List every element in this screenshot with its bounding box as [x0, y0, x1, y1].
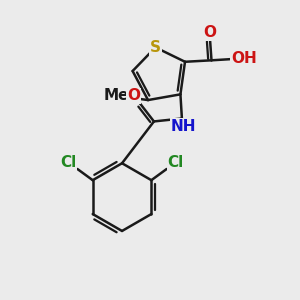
Text: O: O [203, 25, 217, 40]
Text: Me: Me [104, 88, 129, 103]
Text: Cl: Cl [167, 155, 184, 170]
Text: O: O [127, 88, 140, 103]
Text: NH: NH [171, 119, 196, 134]
Text: Cl: Cl [60, 155, 77, 170]
Text: OH: OH [231, 51, 257, 66]
Text: S: S [150, 40, 161, 55]
